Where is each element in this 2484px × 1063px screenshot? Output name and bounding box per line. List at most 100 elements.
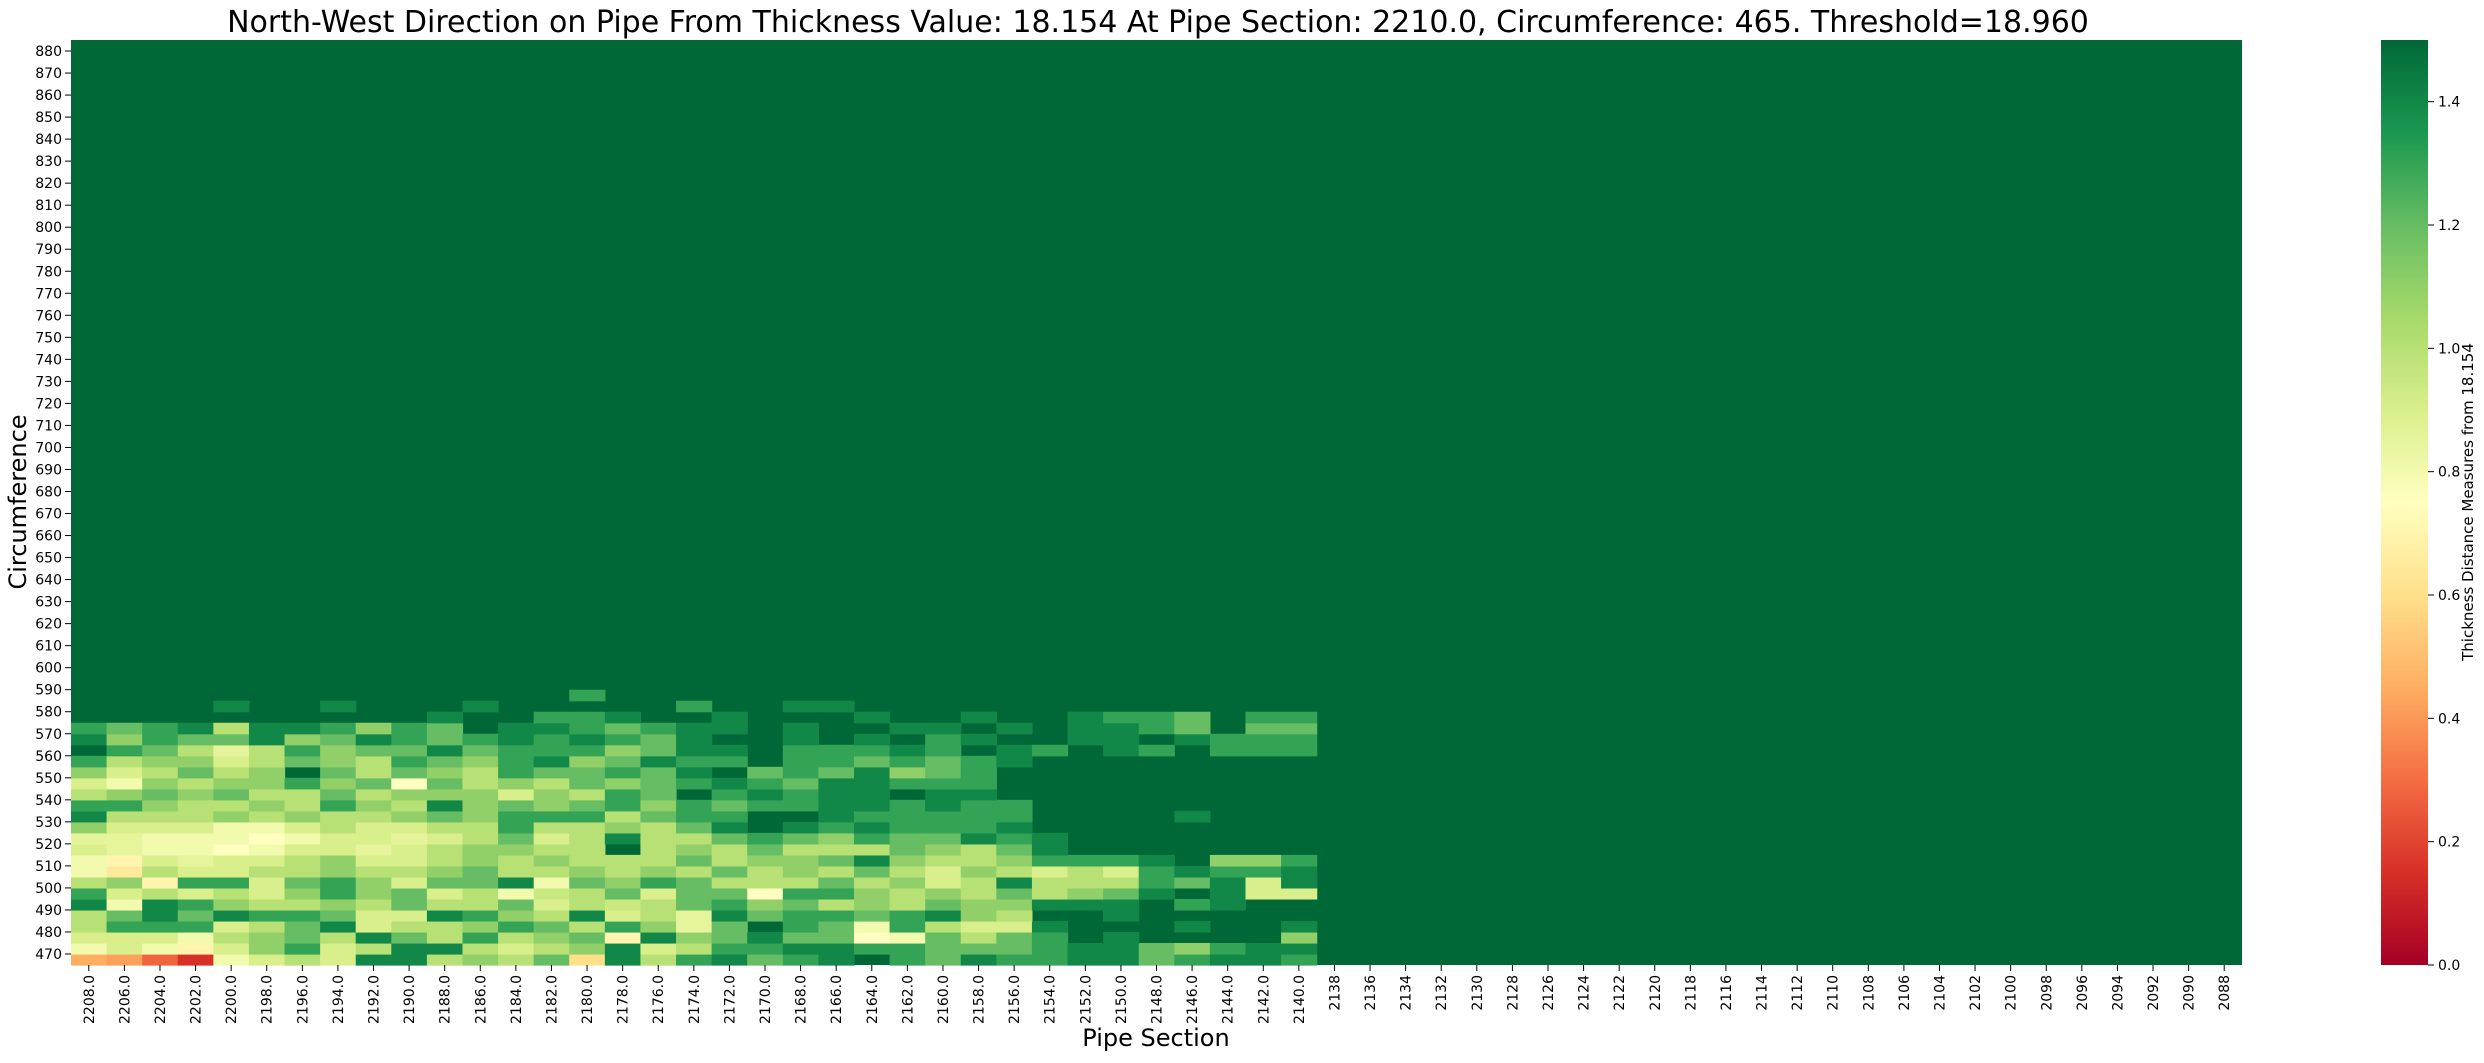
heatmap-cell: [1245, 942, 1282, 955]
heatmap-cell: [355, 931, 392, 944]
heatmap-cell: [960, 755, 997, 768]
heatmap-cell: [1209, 887, 1247, 900]
heatmap-cell: [213, 700, 250, 713]
heatmap-cell: [604, 887, 642, 900]
heatmap-cell: [676, 766, 713, 779]
x-tick-label: 2114: [1755, 975, 1771, 1011]
heatmap-cell: [284, 788, 321, 801]
y-tick-label: 660: [35, 529, 62, 545]
x-tick-label: 2184.0: [509, 975, 525, 1024]
heatmap-cell: [747, 942, 784, 955]
heatmap-cell: [925, 942, 962, 955]
heatmap-cell: [782, 766, 819, 779]
heatmap-cell: [391, 931, 428, 944]
x-tick-label: 2146.0: [1185, 975, 1201, 1024]
heatmap-cell: [1174, 876, 1211, 889]
heatmap-cell: [71, 766, 108, 779]
x-tick-label: 2198.0: [260, 975, 276, 1024]
heatmap-cell: [1245, 744, 1282, 757]
heatmap-cell: [248, 953, 286, 966]
heatmap-cell: [925, 920, 962, 933]
colorbar-tick-label: 1.0: [2438, 341, 2460, 357]
heatmap-cell: [320, 722, 357, 735]
heatmap-cell: [320, 744, 357, 757]
heatmap-cell: [71, 799, 108, 812]
y-tick-label: 480: [35, 925, 62, 941]
heatmap-cell: [1209, 876, 1247, 889]
heatmap-cell: [782, 865, 819, 878]
heatmap-cell: [604, 854, 642, 867]
heatmap-cell: [391, 821, 428, 834]
heatmap-cell: [1209, 854, 1247, 867]
heatmap-cell: [1031, 898, 1069, 911]
heatmap-cell: [462, 854, 499, 867]
x-tick-label: 2106: [1897, 975, 1913, 1011]
heatmap-cell: [1103, 942, 1140, 955]
heatmap-cell: [782, 832, 819, 845]
heatmap-cell: [142, 876, 179, 889]
heatmap-cell: [71, 909, 108, 922]
heatmap-cell: [177, 843, 214, 856]
heatmap-cell: [533, 909, 570, 922]
y-tick-label: 700: [35, 440, 62, 456]
heatmap-cell: [213, 854, 250, 867]
heatmap-cell: [1031, 876, 1069, 889]
heatmap-cell: [71, 953, 108, 966]
heatmap-cell: [533, 777, 570, 790]
y-tick-label: 690: [35, 462, 62, 478]
heatmap-cell: [569, 854, 606, 867]
heatmap-cell: [818, 865, 855, 878]
x-tick-label: 2208.0: [82, 975, 98, 1024]
heatmap-cell: [498, 788, 535, 801]
heatmap-cell: [213, 744, 250, 757]
heatmap-cell: [177, 953, 214, 966]
heatmap-cell: [853, 931, 891, 944]
heatmap-cell: [498, 909, 535, 922]
heatmap-cell: [213, 876, 250, 889]
heatmap-cell: [747, 887, 784, 900]
heatmap-cell: [106, 733, 143, 746]
heatmap-cell: [248, 942, 286, 955]
heatmap-cell: [248, 887, 286, 900]
heatmap-cell: [925, 744, 962, 757]
heatmap-cell: [498, 898, 535, 911]
heatmap-cell: [996, 953, 1033, 966]
y-tick-label: 710: [35, 418, 62, 434]
heatmap-cell: [640, 876, 677, 889]
y-tick-label: 470: [35, 947, 62, 963]
heatmap-cell: [925, 876, 962, 889]
heatmap-cell: [391, 755, 428, 768]
heatmap-cell: [960, 843, 997, 856]
heatmap-cell: [1245, 876, 1282, 889]
heatmap-cell: [640, 810, 677, 823]
heatmap-cell: [604, 953, 642, 966]
heatmap-cell: [960, 953, 997, 966]
y-tick-label: 790: [35, 242, 62, 258]
heatmap-cell: [142, 843, 179, 856]
heatmap-cell: [889, 854, 926, 867]
heatmap-cell: [320, 887, 357, 900]
heatmap-cell: [142, 788, 179, 801]
heatmap-cell: [71, 854, 108, 867]
heatmap-cell: [1281, 887, 1318, 900]
heatmap-cell: [569, 953, 606, 966]
heatmap-cell: [142, 854, 179, 867]
heatmap-cell: [391, 854, 428, 867]
heatmap-cell: [462, 909, 499, 922]
heatmap-cell: [711, 854, 748, 867]
heatmap-cell: [818, 777, 855, 790]
y-tick-label: 730: [35, 374, 62, 390]
heatmap-cell: [604, 810, 642, 823]
heatmap-cell: [889, 832, 926, 845]
heatmap-cell: [498, 799, 535, 812]
heatmap-cell: [1281, 942, 1318, 955]
heatmap-cell: [711, 898, 748, 911]
heatmap-cell: [426, 744, 464, 757]
heatmap-cell: [213, 821, 250, 834]
heatmap-cell: [960, 876, 997, 889]
heatmap-cell: [569, 744, 606, 757]
heatmap-cell: [248, 777, 286, 790]
y-tick-label: 510: [35, 859, 62, 875]
heatmap-cell: [604, 777, 642, 790]
heatmap-cell: [106, 821, 143, 834]
